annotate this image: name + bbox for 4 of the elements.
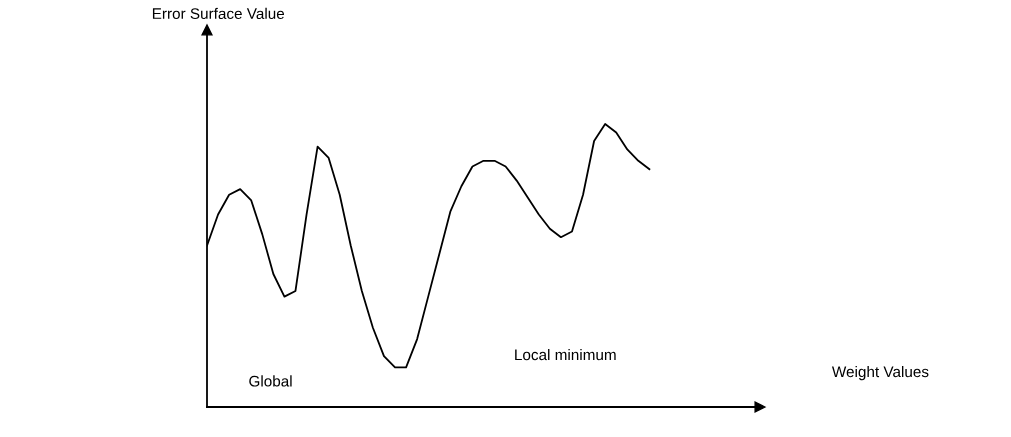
- annotation: Global: [249, 375, 292, 387]
- text: Weight Values: [831, 365, 929, 381]
- annotation: Local minimum: [515, 348, 616, 361]
- text: Error Surface Value: [152, 7, 285, 20]
